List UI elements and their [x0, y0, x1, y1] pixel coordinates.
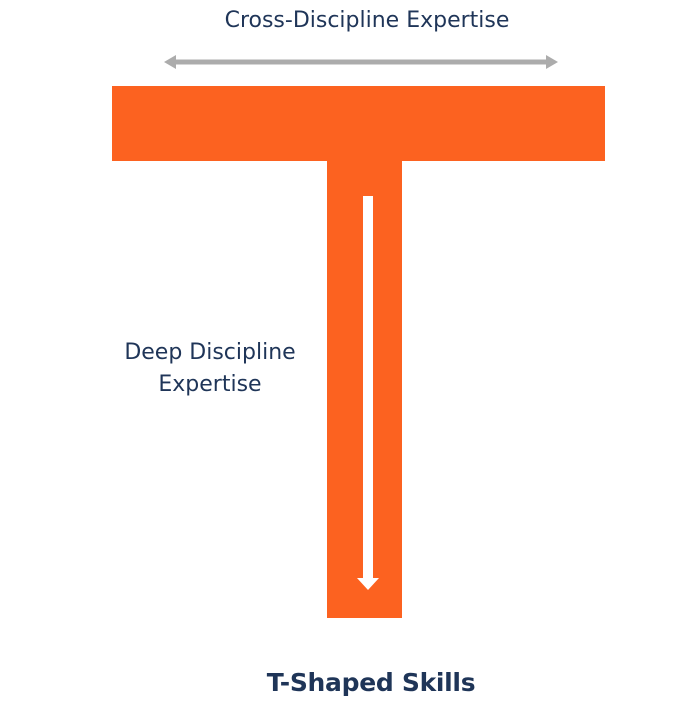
deep-discipline-label: Deep Discipline Expertise — [110, 337, 310, 401]
cross-discipline-label: Cross-Discipline Expertise — [224, 8, 510, 33]
vertical-arrow-head — [357, 578, 379, 590]
horizontal-arrow-left-head — [164, 55, 176, 69]
diagram-title: T-Shaped Skills — [266, 668, 476, 697]
deep-discipline-label-line2: Expertise — [158, 372, 262, 397]
vertical-arrow-shaft — [363, 196, 373, 578]
deep-discipline-label-line1: Deep Discipline — [124, 340, 296, 365]
horizontal-arrow-right-head — [546, 55, 558, 69]
horizontal-double-arrow — [164, 55, 558, 69]
vertical-down-arrow — [357, 196, 379, 590]
t-shape-top-bar — [112, 86, 605, 161]
